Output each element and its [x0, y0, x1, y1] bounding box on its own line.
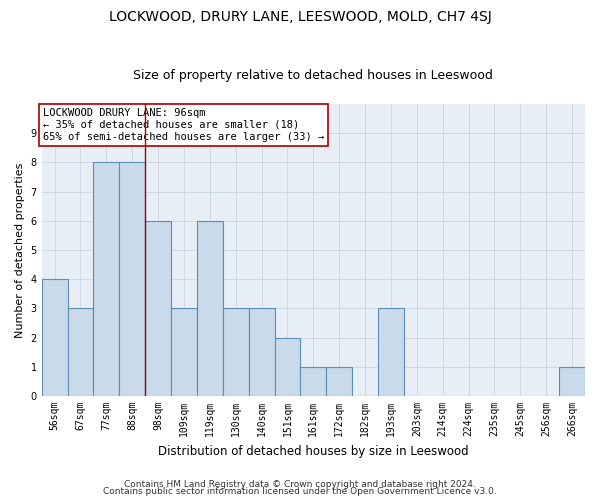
Bar	[326, 367, 352, 396]
Bar	[197, 221, 223, 396]
Text: Contains HM Land Registry data © Crown copyright and database right 2024.: Contains HM Land Registry data © Crown c…	[124, 480, 476, 489]
Bar	[275, 338, 301, 396]
Bar	[223, 308, 248, 396]
Bar	[119, 162, 145, 396]
Text: Contains public sector information licensed under the Open Government Licence v3: Contains public sector information licen…	[103, 487, 497, 496]
Text: LOCKWOOD DRURY LANE: 96sqm
← 35% of detached houses are smaller (18)
65% of semi: LOCKWOOD DRURY LANE: 96sqm ← 35% of deta…	[43, 108, 324, 142]
Y-axis label: Number of detached properties: Number of detached properties	[15, 162, 25, 338]
Bar	[378, 308, 404, 396]
Bar	[145, 221, 171, 396]
Bar	[559, 367, 585, 396]
Bar	[41, 279, 68, 396]
Text: LOCKWOOD, DRURY LANE, LEESWOOD, MOLD, CH7 4SJ: LOCKWOOD, DRURY LANE, LEESWOOD, MOLD, CH…	[109, 10, 491, 24]
Bar	[94, 162, 119, 396]
X-axis label: Distribution of detached houses by size in Leeswood: Distribution of detached houses by size …	[158, 444, 469, 458]
Title: Size of property relative to detached houses in Leeswood: Size of property relative to detached ho…	[133, 69, 493, 82]
Bar	[301, 367, 326, 396]
Bar	[248, 308, 275, 396]
Bar	[68, 308, 94, 396]
Bar	[171, 308, 197, 396]
